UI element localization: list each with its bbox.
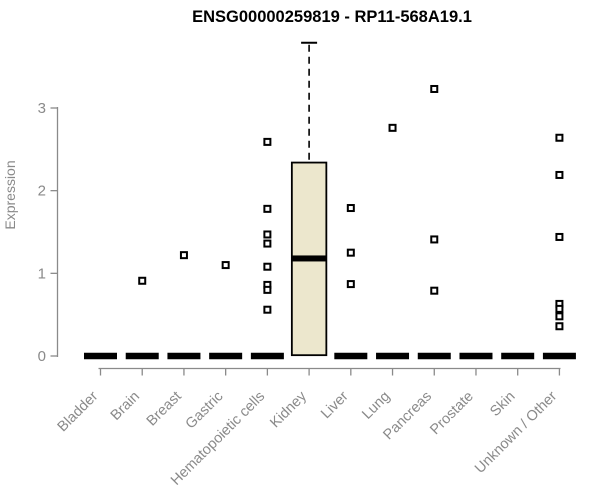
category-label: Brain xyxy=(108,389,143,424)
chart-title: ENSG00000259819 - RP11-568A19.1 xyxy=(192,8,472,26)
outlier-point xyxy=(346,204,355,213)
collapsed-box xyxy=(417,352,451,360)
category-label: Liver xyxy=(318,388,352,422)
collapsed-box xyxy=(209,352,243,360)
collapsed-box xyxy=(167,352,201,360)
outlier-point xyxy=(555,133,564,142)
outlier-point xyxy=(555,304,564,313)
outlier-point xyxy=(430,286,439,295)
outlier-point xyxy=(555,322,564,331)
outlier-point xyxy=(555,170,564,179)
outlier-point xyxy=(263,305,272,314)
collapsed-box xyxy=(125,352,159,360)
outlier-point xyxy=(263,262,272,271)
y-tick-label: 3 xyxy=(38,100,46,117)
outlier-point xyxy=(430,84,439,93)
y-tick-label: 0 xyxy=(38,348,46,365)
collapsed-box xyxy=(501,352,535,360)
category-label: Kidney xyxy=(267,388,310,431)
category-label: Breast xyxy=(144,389,185,430)
collapsed-box xyxy=(84,352,117,360)
outlier-point xyxy=(388,123,397,132)
y-tick-label: 2 xyxy=(38,183,46,200)
collapsed-box xyxy=(542,352,576,360)
collapsed-box xyxy=(376,352,410,360)
outlier-point xyxy=(346,248,355,257)
collapsed-box xyxy=(250,352,284,360)
outlier-point xyxy=(555,232,564,241)
outlier-point xyxy=(138,276,147,285)
outlier-point xyxy=(221,261,230,270)
category-label: Skin xyxy=(487,389,518,420)
outlier-point xyxy=(346,280,355,289)
category-label: Bladder xyxy=(55,388,102,435)
outlier-point xyxy=(555,312,564,321)
collapsed-box xyxy=(459,352,493,360)
outlier-point xyxy=(263,204,272,213)
outlier-point xyxy=(263,230,272,239)
outlier-point xyxy=(430,235,439,244)
median-line xyxy=(291,255,327,262)
outlier-point xyxy=(263,239,272,248)
collapsed-box xyxy=(334,352,368,360)
outlier-point xyxy=(263,137,272,146)
category-label: Prostate xyxy=(427,389,476,438)
category-label: Lung xyxy=(359,389,393,423)
y-tick-label: 1 xyxy=(38,265,46,282)
outlier-point xyxy=(263,285,272,294)
outlier-point xyxy=(179,251,188,260)
